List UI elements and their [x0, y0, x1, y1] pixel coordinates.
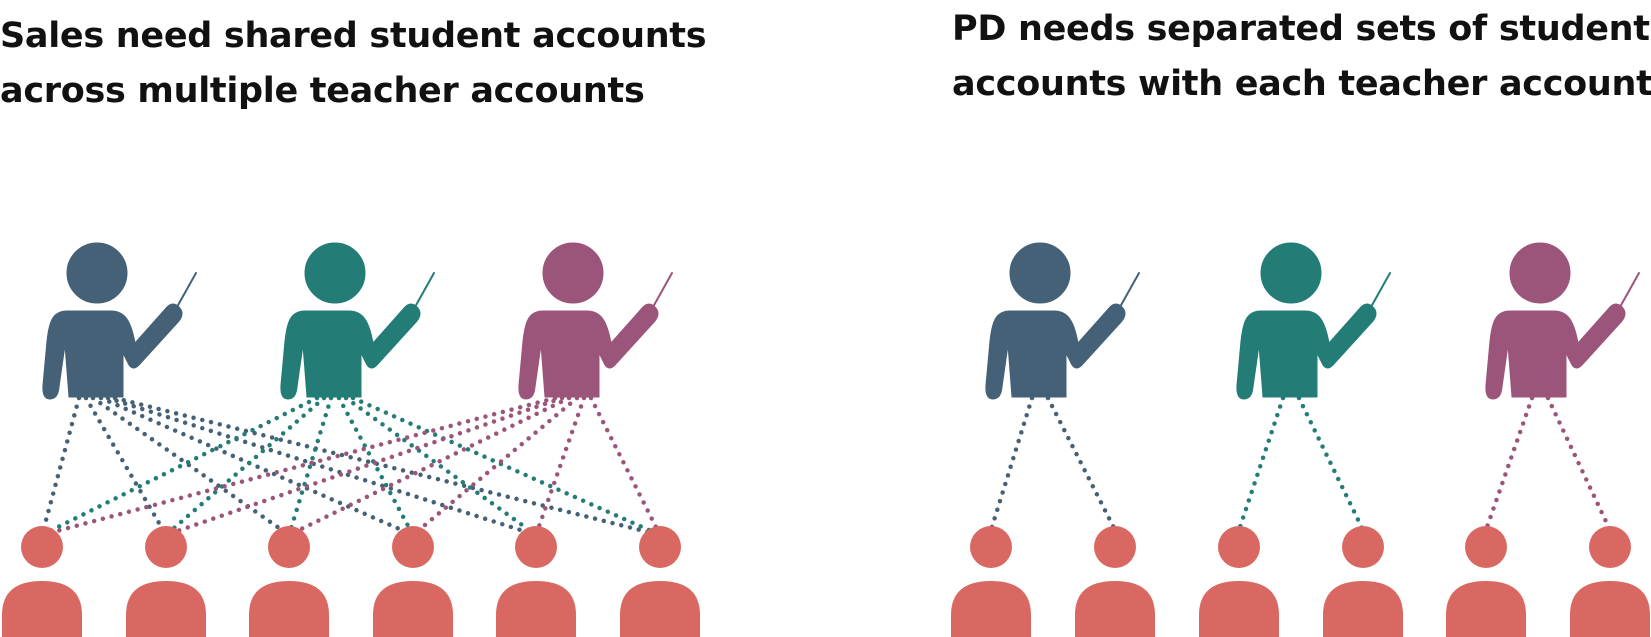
left-heading-line-2: across multiple teacher accounts	[0, 71, 645, 111]
line-teacher-1-to-student-2	[83, 395, 169, 538]
left-heading-line-1: Sales need shared student accounts	[0, 16, 707, 56]
teacher-icon-5	[1235, 242, 1391, 400]
line-teacher-3-to-student-1	[39, 395, 558, 538]
teacher-icon-6	[1484, 242, 1640, 400]
student-icon-11	[1446, 526, 1526, 637]
line-teacher-3-to-student-5	[533, 395, 587, 538]
teacher-icon-2	[279, 242, 435, 400]
student-icon-1	[2, 526, 82, 637]
line-teacher-1-to-student-1	[39, 395, 82, 538]
teacher-icon-1	[41, 242, 198, 400]
student-icon-4	[373, 526, 453, 637]
line-teacher-1-to-student-5	[105, 395, 539, 538]
student-icon-5	[496, 526, 576, 637]
line-teacher-2-to-student-6	[350, 395, 663, 538]
right-heading-line-2: accounts with each teacher account	[952, 64, 1651, 104]
student-icon-12	[1570, 526, 1650, 637]
teacher-icon-3	[517, 242, 673, 400]
line-teacher-3-to-student-6	[588, 395, 663, 538]
right-panel-heading: PD needs separated sets of student accou…	[952, 2, 1651, 112]
line-teacher-2-to-student-4	[336, 395, 416, 538]
line-teacher-5-to-student-9	[1236, 395, 1286, 533]
student-icon-3	[249, 526, 329, 637]
connection-lines	[39, 395, 1613, 538]
student-icon-9	[1199, 526, 1279, 637]
line-teacher-6-to-student-12	[1545, 395, 1613, 533]
line-teacher-3-to-student-2	[163, 395, 565, 538]
line-teacher-2-to-student-1	[39, 395, 320, 538]
line-teacher-4-to-student-8	[1045, 395, 1118, 533]
line-teacher-5-to-student-10	[1296, 395, 1366, 533]
account-icons	[2, 242, 1650, 637]
line-teacher-3-to-student-3	[286, 395, 572, 538]
line-teacher-6-to-student-11	[1483, 395, 1535, 533]
student-icon-6	[620, 526, 700, 637]
line-teacher-3-to-student-4	[410, 395, 580, 538]
teacher-icon-4	[984, 242, 1140, 400]
student-icon-7	[951, 526, 1031, 637]
line-teacher-4-to-student-7	[988, 395, 1035, 533]
line-teacher-1-to-student-6	[112, 395, 663, 538]
line-teacher-2-to-student-5	[343, 395, 539, 538]
student-icon-10	[1323, 526, 1403, 637]
right-heading-line-1: PD needs separated sets of student	[952, 9, 1650, 49]
student-icon-8	[1075, 526, 1155, 637]
left-panel-heading: Sales need shared student accounts acros…	[0, 9, 707, 119]
student-icon-2	[126, 526, 206, 637]
line-teacher-1-to-student-4	[98, 395, 416, 538]
line-teacher-2-to-student-3	[286, 395, 334, 538]
line-teacher-1-to-student-3	[90, 395, 292, 538]
line-teacher-2-to-student-2	[163, 395, 327, 538]
